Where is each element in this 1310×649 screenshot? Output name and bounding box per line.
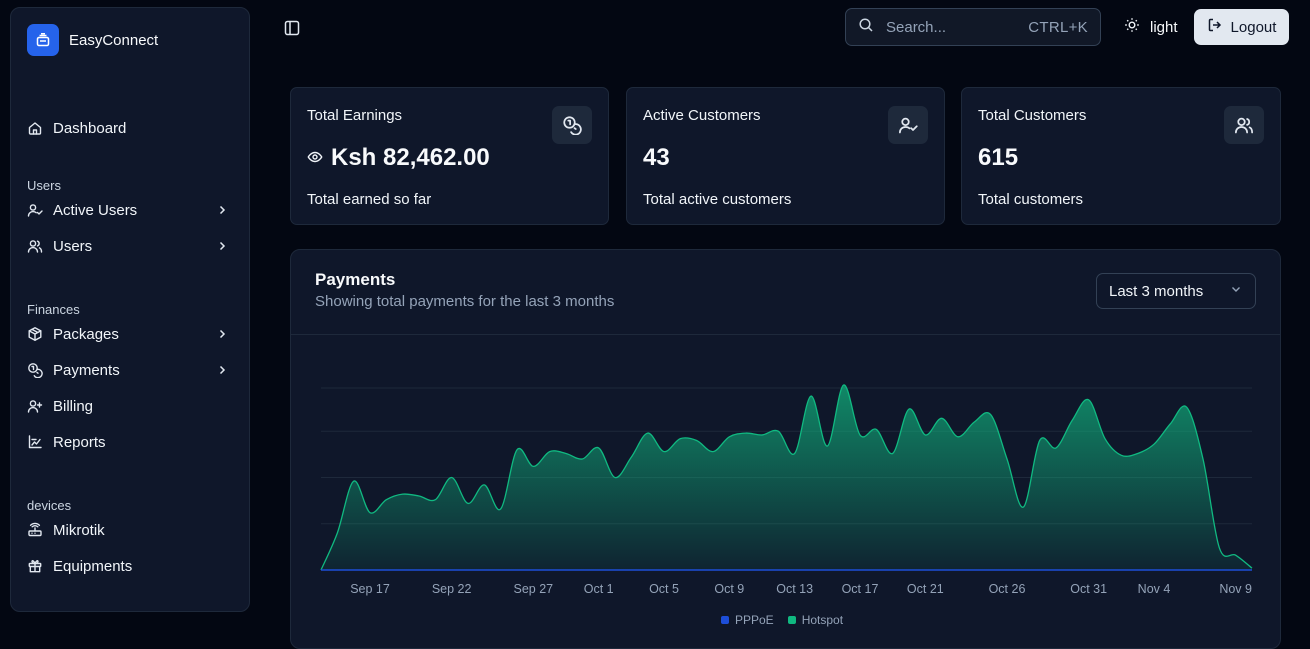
users-icon bbox=[27, 238, 43, 254]
legend-item: Hotspot bbox=[787, 613, 844, 627]
x-tick-label: Sep 17 bbox=[350, 582, 390, 596]
sun-icon bbox=[1124, 17, 1140, 37]
x-tick-label: Oct 13 bbox=[776, 582, 813, 596]
x-tick-label: Sep 27 bbox=[514, 582, 554, 596]
x-tick-label: Nov 9 bbox=[1219, 582, 1252, 596]
x-tick-label: Oct 17 bbox=[842, 582, 879, 596]
sidebar-item-label: Active Users bbox=[53, 201, 138, 219]
home-icon bbox=[27, 120, 43, 136]
stat-card-subtitle: Total customers bbox=[978, 191, 1084, 208]
sidebar-item-users[interactable]: Users bbox=[25, 230, 237, 262]
search-input[interactable]: Search... CTRL+K bbox=[845, 8, 1101, 46]
chart-legend: PPPoE Hotspot bbox=[721, 613, 843, 627]
sidebar-item-label: Users bbox=[53, 237, 93, 255]
stat-card-subtitle: Total earned so far bbox=[307, 191, 432, 208]
coins-icon bbox=[27, 362, 43, 378]
stat-card: Total Earnings Ksh 82,462.00 Total earned … bbox=[290, 87, 609, 225]
payments-title: Payments bbox=[315, 270, 396, 289]
sidebar-item-mikrotik[interactable]: Mikrotik bbox=[25, 514, 237, 546]
sidebar: EasyConnect Dashboard Users Active Users Us… bbox=[10, 7, 250, 612]
stat-value-text: Ksh 82,462.00 bbox=[331, 144, 490, 171]
sidebar-item-billing[interactable]: Billing bbox=[25, 390, 237, 422]
coins-icon bbox=[552, 106, 592, 144]
chart-icon bbox=[27, 434, 43, 450]
user-check-icon bbox=[27, 202, 43, 218]
x-tick-label: Oct 9 bbox=[714, 582, 744, 596]
sidebar-item-packages[interactable]: Packages bbox=[25, 318, 237, 350]
stat-card-title: Total Earnings bbox=[307, 107, 403, 124]
x-tick-label: Oct 5 bbox=[649, 582, 679, 596]
logout-button[interactable]: Logout bbox=[1194, 9, 1289, 45]
legend-label: Hotspot bbox=[801, 613, 844, 627]
stat-card: Active Customers 43 Total active customers bbox=[626, 87, 945, 225]
stat-card-subtitle: Total active customers bbox=[643, 191, 792, 208]
sidebar-item-label: Billing bbox=[53, 397, 94, 415]
stat-card-value: 615 bbox=[978, 144, 1018, 172]
chevron-right-icon bbox=[215, 363, 229, 381]
sidebar-section-title: Users bbox=[27, 178, 61, 193]
sidebar-item-equipments[interactable]: Equipments bbox=[25, 550, 237, 582]
sidebar-item-label: Equipments bbox=[53, 557, 133, 575]
payments-chart: Sep 17 Sep 22 Sep 27 Oct 1 Oct 5 Oct 9 Oct 13 O… bbox=[320, 384, 1253, 596]
stat-card-value: Ksh 82,462.00 bbox=[307, 144, 490, 172]
x-tick-label: Oct 26 bbox=[989, 582, 1026, 596]
eye-icon[interactable] bbox=[307, 144, 323, 172]
legend-swatch bbox=[787, 616, 796, 624]
gift-icon bbox=[27, 558, 43, 574]
search-icon bbox=[858, 17, 874, 38]
payments-panel: Sep 17 Sep 22 Sep 27 Oct 1 Oct 5 Oct 9 Oct 13 O… bbox=[290, 249, 1281, 649]
router-icon bbox=[27, 522, 43, 538]
sidebar-item-label: Dashboard bbox=[53, 119, 127, 137]
chevron-down-icon bbox=[1229, 282, 1243, 300]
sidebar-item-label: Mikrotik bbox=[53, 521, 105, 539]
stat-value-text: 43 bbox=[643, 144, 670, 171]
sidebar-item-label: Packages bbox=[53, 325, 119, 343]
chevron-right-icon bbox=[215, 239, 229, 257]
stat-card: Total Customers 615 Total customers bbox=[961, 87, 1281, 225]
sidebar-item-label: Reports bbox=[53, 433, 106, 451]
sidebar-item-label: Payments bbox=[53, 361, 120, 379]
user-plus-icon bbox=[27, 398, 43, 414]
legend-label: PPPoE bbox=[735, 613, 774, 627]
logout-label: Logout bbox=[1230, 18, 1277, 36]
x-tick-label: Oct 1 bbox=[584, 582, 614, 596]
users-icon bbox=[1224, 106, 1264, 144]
sidebar-toggle-icon[interactable] bbox=[282, 18, 302, 38]
x-tick-label: Sep 22 bbox=[432, 582, 472, 596]
search-placeholder: Search... bbox=[886, 18, 947, 36]
chevron-right-icon bbox=[215, 327, 229, 345]
range-select-value: Last 3 months bbox=[1109, 282, 1204, 300]
brand-logo-icon bbox=[27, 24, 59, 56]
logout-icon bbox=[1207, 17, 1223, 37]
package-icon bbox=[27, 326, 43, 342]
sidebar-section-title: devices bbox=[27, 498, 72, 513]
x-tick-label: Oct 31 bbox=[1070, 582, 1107, 596]
panel-divider bbox=[291, 334, 1280, 335]
chevron-right-icon bbox=[215, 203, 229, 221]
x-tick-label: Oct 21 bbox=[907, 582, 944, 596]
series-area-hotspot bbox=[321, 384, 1252, 570]
user-check-icon bbox=[888, 106, 928, 144]
app-name: EasyConnect bbox=[69, 31, 159, 49]
stat-card-title: Total Customers bbox=[978, 107, 1087, 124]
payments-subtitle: Showing total payments for the last 3 mo… bbox=[315, 293, 615, 310]
series-line-hotspot bbox=[320, 384, 1253, 571]
sidebar-item-dashboard[interactable]: Dashboard bbox=[25, 112, 237, 144]
theme-label: light bbox=[1150, 18, 1178, 36]
legend-item: PPPoE bbox=[721, 613, 774, 627]
search-shortcut: CTRL+K bbox=[1028, 18, 1088, 36]
sidebar-item-reports[interactable]: Reports bbox=[25, 426, 237, 458]
stat-card-title: Active Customers bbox=[643, 107, 761, 124]
sidebar-item-active-users[interactable]: Active Users bbox=[25, 194, 237, 226]
stat-value-text: 615 bbox=[978, 144, 1019, 171]
theme-toggle-button[interactable]: light bbox=[1118, 8, 1184, 46]
sidebar-item-payments[interactable]: Payments bbox=[25, 354, 237, 386]
sidebar-section-title: Finances bbox=[27, 302, 80, 317]
stat-card-value: 43 bbox=[643, 144, 670, 172]
brand[interactable]: EasyConnect bbox=[27, 24, 158, 56]
range-select[interactable]: Last 3 months bbox=[1096, 273, 1256, 309]
x-tick-label: Nov 4 bbox=[1138, 582, 1171, 596]
legend-swatch bbox=[721, 616, 729, 624]
